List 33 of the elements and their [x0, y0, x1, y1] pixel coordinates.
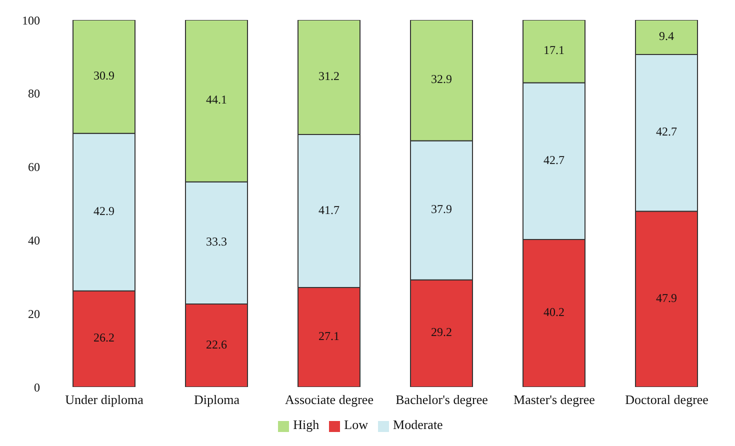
- y-tick-label: 60: [28, 160, 40, 174]
- x-tick-label: Associate degree: [285, 392, 374, 408]
- legend-label: High: [293, 417, 320, 432]
- data-label: 29.2: [431, 325, 452, 340]
- data-label: 37.9: [431, 202, 452, 216]
- data-label: 26.2: [94, 330, 114, 345]
- data-label: 42.9: [94, 204, 114, 218]
- y-tick-label: 20: [28, 306, 40, 321]
- data-label: 42.7: [544, 152, 564, 167]
- data-label: 42.7: [656, 124, 677, 139]
- data-label: 30.9: [94, 68, 114, 82]
- data-label: 22.6: [206, 337, 227, 352]
- legend-label: Low: [344, 417, 368, 432]
- y-tick-label: 100: [22, 13, 40, 28]
- data-label: 40.2: [544, 304, 564, 319]
- y-tick-label: 80: [28, 86, 40, 101]
- data-label: 32.9: [431, 72, 452, 86]
- x-tick-label: Diploma: [194, 392, 240, 408]
- x-tick-label: Doctoral degree: [625, 392, 709, 408]
- legend-label: Moderate: [393, 417, 443, 432]
- data-label: 47.9: [656, 290, 677, 305]
- y-tick-label: 40: [28, 233, 40, 248]
- y-tick-label: 0: [34, 380, 40, 394]
- data-label: 41.7: [318, 202, 340, 217]
- data-label: 17.1: [544, 43, 564, 58]
- data-label: 44.1: [206, 92, 227, 107]
- x-tick-label: Bachelor's degree: [396, 392, 488, 408]
- data-label: 31.2: [318, 69, 340, 83]
- data-label: 9.4: [659, 29, 674, 43]
- data-label: 33.3: [206, 234, 227, 249]
- x-tick-label: Under diploma: [65, 392, 144, 408]
- data-label: 27.1: [318, 329, 340, 344]
- x-tick-label: Master's degree: [514, 392, 596, 408]
